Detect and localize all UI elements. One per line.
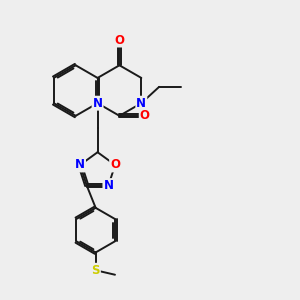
- Text: O: O: [110, 158, 120, 172]
- Text: O: O: [115, 34, 124, 46]
- Text: N: N: [75, 158, 85, 172]
- Text: N: N: [136, 97, 146, 110]
- Text: S: S: [92, 264, 100, 277]
- Text: O: O: [140, 109, 150, 122]
- Text: N: N: [93, 97, 103, 110]
- Text: N: N: [103, 179, 113, 192]
